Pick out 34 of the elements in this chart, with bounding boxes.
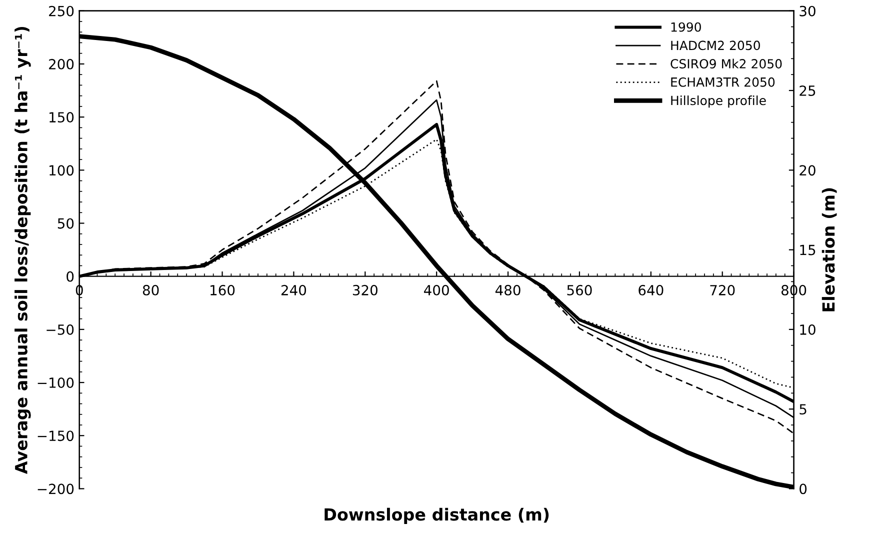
- y-tick-label: 100: [50, 165, 74, 176]
- y-tick-label: 200: [49, 58, 74, 70]
- y2-tick-label: 5: [800, 404, 806, 415]
- y2-tick-label: 25: [800, 85, 816, 96]
- y2-tick-label: 30: [800, 6, 816, 16]
- legend-label: CSIRO9 Mk2 2050: [670, 58, 782, 68]
- x-tick-label: 400: [424, 284, 449, 296]
- y-tick-label: −150: [38, 430, 74, 442]
- y-tick-label: −50: [46, 324, 74, 335]
- y2-tick-label: 10: [800, 324, 816, 335]
- x-tick-label: 320: [352, 284, 378, 296]
- legend-label: 1990: [671, 22, 701, 32]
- legend-label: HADCM2 2050: [671, 40, 760, 50]
- y-tick-label: −100: [38, 377, 74, 388]
- x-tick-label: 80: [142, 284, 159, 296]
- y-tick-label: 50: [58, 218, 74, 229]
- legend-label: Hillslope profile: [671, 96, 766, 108]
- y2-tick-label: 0: [800, 484, 807, 494]
- y-axis-title: Average annual soil loss/deposition (t ha⁻¹ yr⁻¹): [14, 26, 31, 474]
- x-tick-label: 640: [638, 284, 664, 296]
- x-tick-label: 240: [281, 284, 306, 296]
- x-tick-label: 160: [210, 284, 235, 296]
- y-tick-label: 250: [49, 6, 74, 16]
- y2-axis-title: Elevation (m): [822, 188, 837, 312]
- y-tick-label: 150: [50, 112, 74, 123]
- y-tick-label: −200: [38, 484, 74, 494]
- x-tick-label: 560: [567, 284, 592, 296]
- y-tick-label: 0: [66, 271, 74, 282]
- y2-tick-label: 20: [800, 165, 816, 176]
- x-tick-label: 720: [710, 284, 735, 296]
- legend-label: ECHAM3TR 2050: [671, 77, 775, 87]
- x-tick-label: 480: [495, 284, 520, 296]
- x-axis-title: Downslope distance (m): [324, 508, 549, 524]
- y2-tick-label: 15: [800, 244, 816, 256]
